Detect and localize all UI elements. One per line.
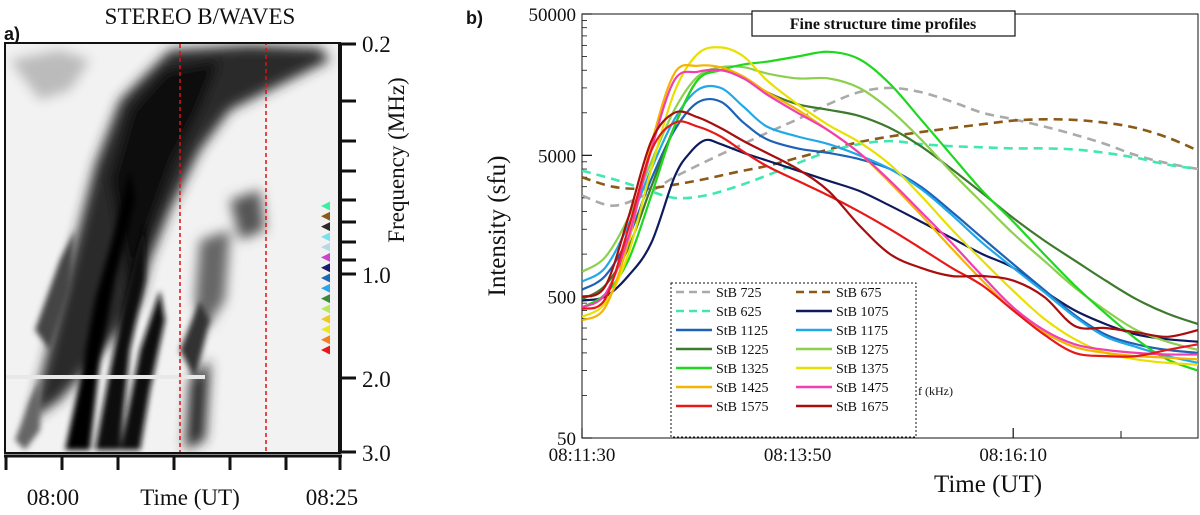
frequency-arrow-marker [321,273,330,283]
legend-note: f (kHz) [918,384,953,398]
legend-label: StB 1325 [716,362,769,377]
frequency-axis: 0.2 1.0 2.0 3.0 Frequency (MHz) [338,32,409,466]
frequency-arrow-marker [321,324,330,334]
series-line-stb-675 [582,117,1198,191]
panel-a: a) STEREO B/WAVES [4,4,409,510]
freq-tick-2-0: 2.0 [362,367,391,392]
frequency-arrow-marker [321,335,330,345]
legend-label: StB 1375 [836,362,889,377]
legend-label: StB 1075 [836,305,889,320]
time-tick-0825: 08:25 [306,485,358,510]
y-tick-label: 500 [548,288,577,309]
frequency-arrow-marker [321,283,330,293]
freq-tick-3-0: 3.0 [362,441,391,466]
chart-title-box: Fine structure time profiles [751,10,1016,37]
time-tick-0800: 08:00 [27,485,79,510]
frequency-arrow-marker [321,304,330,314]
legend-label: StB 1275 [836,343,889,358]
legend-label: StB 725 [716,286,762,301]
series-line-stb-725 [582,86,1198,207]
frequency-arrow-marker [321,211,330,221]
legend-label: StB 1575 [716,400,769,415]
y-tick-label: 5000 [538,146,576,167]
series-line-stb-1575 [582,120,1198,358]
legend-label: StB 1225 [716,343,769,358]
x-axis-label-b: Time (UT) [934,471,1042,498]
series-line-stb-1675 [582,110,1198,338]
frequency-arrow-marker [321,222,330,232]
y-tick-label: 50000 [529,5,577,26]
series-line-stb-1475 [582,68,1198,356]
y-tick-label: 50 [557,429,576,450]
x-tick-label: 08:13:50 [764,445,832,466]
x-axis-b: 08:11:30 08:13:50 08:16:10 [549,428,1122,466]
legend-label: StB 675 [836,286,882,301]
time-axis-label-a: Time (UT) [140,485,239,510]
legend-label: StB 1475 [836,381,889,396]
y-axis-b: 50 500 5000 50000 [529,5,592,450]
highlight-box [179,43,267,453]
frequency-arrow-marker [321,294,330,304]
series-line-stb-1225 [582,69,1198,326]
series-lines [582,46,1198,372]
frequency-arrow-marker [321,314,330,324]
legend-label: StB 1425 [716,381,769,396]
freq-tick-0-2: 0.2 [362,32,391,57]
series-line-stb-625 [582,139,1198,200]
series-line-stb-1325 [582,50,1198,372]
frequency-arrow-marker [321,201,330,211]
legend: StB 725 StB 675 StB 625 StB 1075 StB 1125 StB… [670,282,917,438]
panel-a-title: STEREO B/WAVES [105,4,296,29]
y-axis-label-b: Intensity (sfu) [484,156,511,297]
legend-label: StB 1175 [836,324,888,339]
x-tick-label: 08:16:10 [979,445,1047,466]
frequency-arrow-marker [321,232,330,242]
panel-b: b) 50 500 5000 50000 08:11:30 08:13:50 08:16:… [466,5,1199,498]
frequency-arrow-marker [321,345,330,355]
legend-label: StB 1675 [836,400,889,415]
frequency-arrow-marker [321,252,330,262]
time-axis-a: 08:00 08:25 Time (UT) [4,454,358,510]
series-line-stb-1175 [582,84,1198,364]
spectrogram [5,43,340,453]
legend-label: StB 625 [716,305,762,320]
frequency-arrow-marker [321,263,330,273]
frequency-axis-label: Frequency (MHz) [384,77,409,242]
legend-label: StB 1125 [716,324,768,339]
panel-a-label: a) [4,24,20,44]
panel-b-label: b) [466,8,483,28]
frequency-arrows [321,201,330,355]
freq-tick-1-0: 1.0 [362,263,391,288]
frequency-arrow-marker [321,242,330,252]
x-tick-label: 08:11:30 [549,445,616,466]
chart-title: Fine structure time profiles [790,16,976,33]
series-line-stb-1375 [582,46,1198,366]
series-line-stb-1075 [582,138,1198,343]
